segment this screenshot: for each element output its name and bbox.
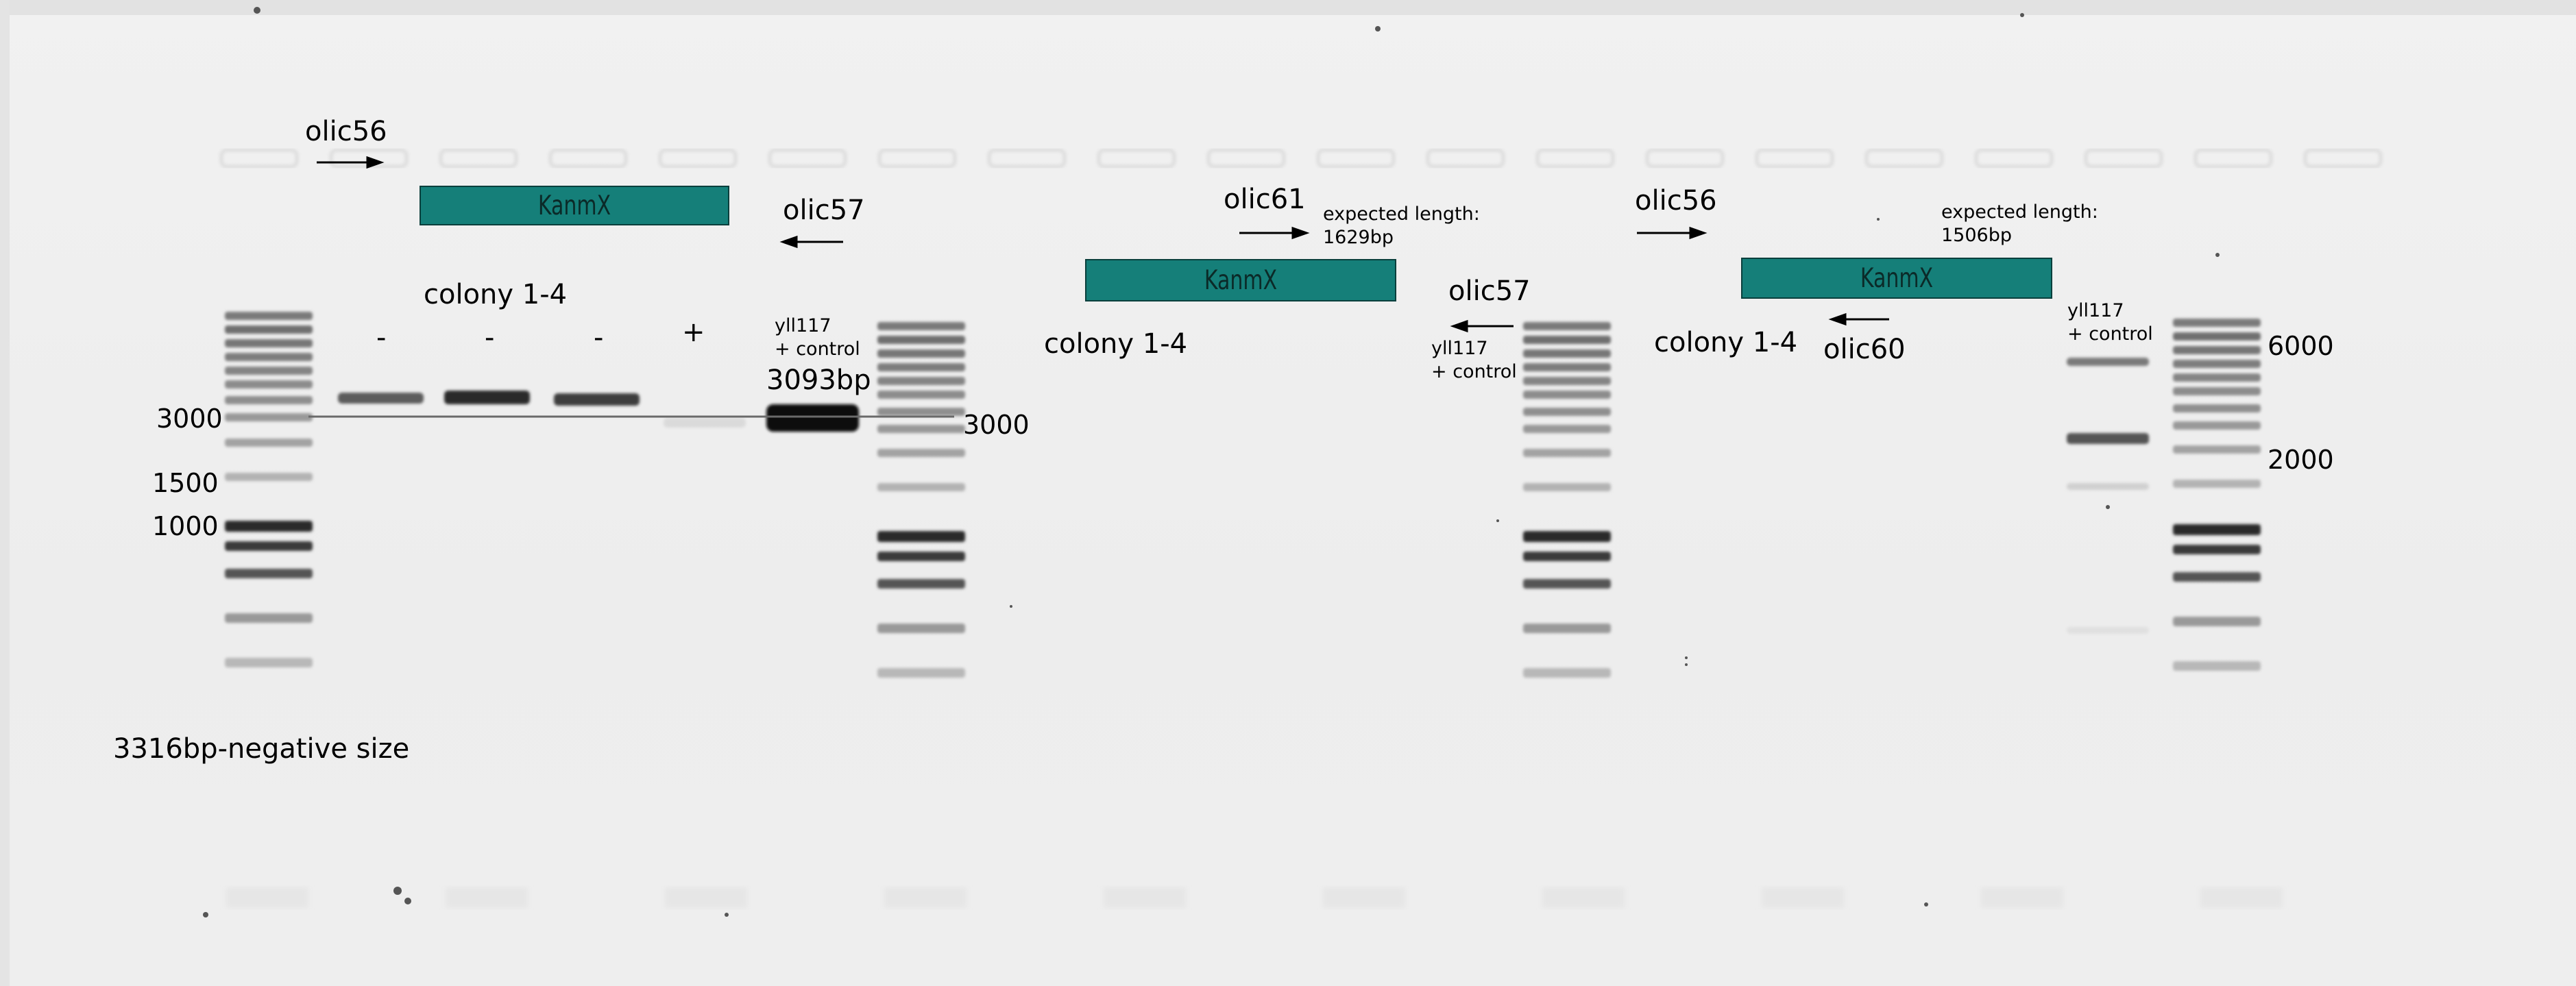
dust-specks xyxy=(203,7,2220,917)
primer-label-olic61: olic61 xyxy=(1224,184,1306,215)
arrow-right-icon xyxy=(1637,226,1708,240)
lane-sign-1: - xyxy=(376,322,387,354)
expected-length-b: expected length: 1629bp xyxy=(1323,204,1480,248)
control-label-c: yll117 + control xyxy=(2067,300,2153,345)
ladder-label-3000-right: 3000 xyxy=(963,410,1030,440)
ladder-middle-right xyxy=(1523,322,1611,678)
lane-sign-4: + xyxy=(682,317,705,348)
kanmx-bar-3: KanmX xyxy=(1741,258,2052,299)
ladder-middle-left xyxy=(877,322,965,678)
kanmx-bar-1: KanmX xyxy=(420,186,729,225)
colony-label-b: colony 1-4 xyxy=(1044,328,1188,360)
ladder-label-2000: 2000 xyxy=(2268,445,2334,475)
arrow-left-icon xyxy=(1450,319,1514,333)
lane-sign-2: - xyxy=(485,322,495,354)
kanmx-label-2: KanmX xyxy=(1204,264,1278,296)
kanmx-label-1: KanmX xyxy=(537,190,611,221)
negative-size-note: 3316bp-negative size xyxy=(113,733,410,765)
primer-label-olic60: olic60 xyxy=(1823,334,1906,365)
primer-label-olic57-b: olic57 xyxy=(1448,275,1531,307)
primer-label-olic57-a: olic57 xyxy=(783,195,865,226)
wells-bottom xyxy=(226,887,2283,908)
size-3093bp: 3093bp xyxy=(766,365,871,396)
colony-label-c: colony 1-4 xyxy=(1654,327,1798,358)
colony-label-a: colony 1-4 xyxy=(424,279,568,310)
kanmx-bar-2: KanmX xyxy=(1085,259,1396,301)
ladder-label-6000: 6000 xyxy=(2268,331,2334,361)
ladder-label-3000-left: 3000 xyxy=(156,404,223,434)
control-label-b: yll117 + control xyxy=(1431,338,1517,382)
expected-length-c: expected length: 1506bp xyxy=(1941,201,2098,246)
ladder-label-1500: 1500 xyxy=(152,468,219,498)
control-label-a: yll117 + control xyxy=(775,315,860,360)
wells-top xyxy=(219,148,2383,169)
arrow-left-icon xyxy=(779,235,843,249)
kanmx-label-3: KanmX xyxy=(1860,262,1934,294)
lane-sign-3: - xyxy=(594,322,604,354)
primer-arrows xyxy=(317,156,1889,333)
arrow-right-icon xyxy=(1239,226,1310,240)
ladder-right xyxy=(2173,319,2261,671)
ladder-label-1000: 1000 xyxy=(152,511,219,541)
sample-bands xyxy=(338,358,2149,634)
primer-label-olic56-b: olic56 xyxy=(1635,185,1717,217)
ladder-left xyxy=(225,312,313,667)
arrow-right-icon xyxy=(317,156,385,169)
arrow-left-icon xyxy=(1828,312,1889,326)
primer-label-olic56-a: olic56 xyxy=(305,116,387,147)
